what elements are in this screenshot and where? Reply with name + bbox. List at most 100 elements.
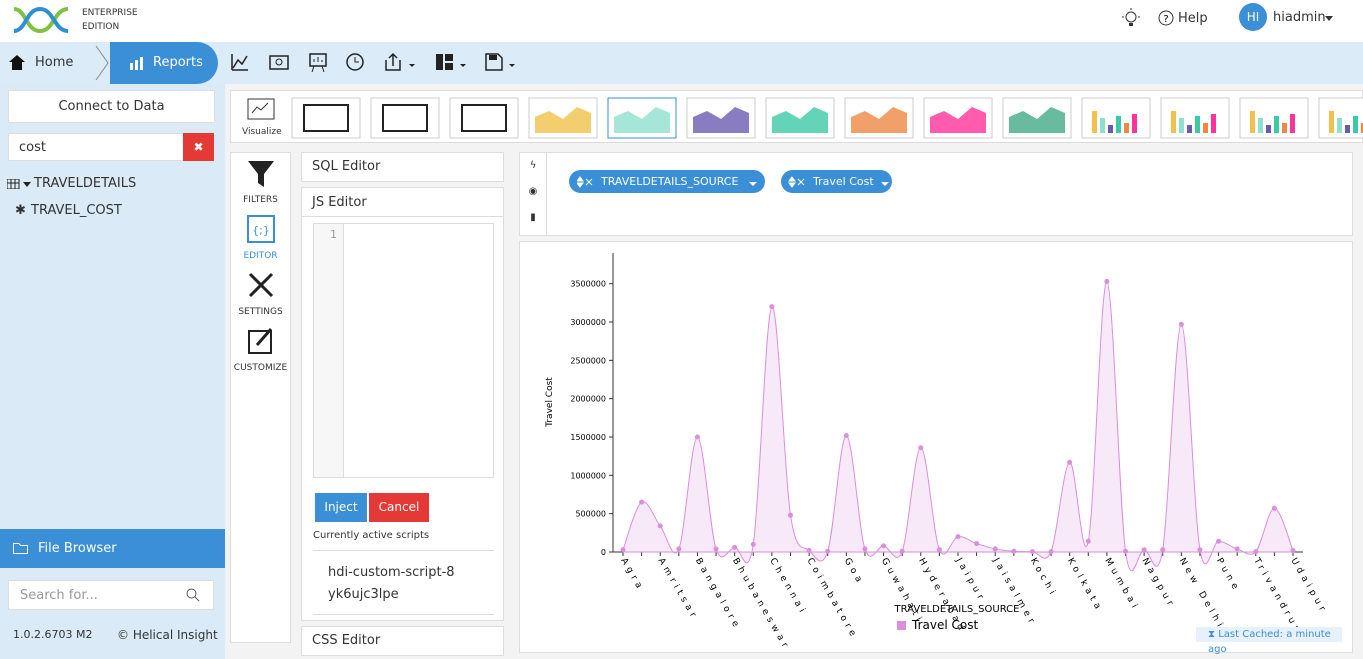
visualization-strip: Visualize — [230, 90, 1363, 143]
data-point — [974, 541, 980, 547]
pill-dimension[interactable]: TRAVELDETAILS_SOURCE — [569, 170, 765, 193]
data-point — [1029, 549, 1035, 555]
folder-icon — [13, 543, 28, 554]
avatar[interactable]: HI — [1239, 3, 1267, 31]
editor-icon: {;} — [247, 215, 275, 243]
x-tick-label: Amritsar — [656, 557, 700, 623]
search-input[interactable]: cost — [8, 133, 184, 161]
data-point — [639, 499, 645, 505]
x-tick-label: Kochi — [1028, 557, 1059, 600]
thumb-art — [1124, 123, 1129, 133]
x-tick-label: Jaipur — [953, 556, 987, 605]
chart-thumbnails[interactable] — [291, 97, 1363, 139]
thumb-art — [1179, 118, 1184, 133]
tab-settings[interactable]: SETTINGS — [238, 307, 283, 317]
x-tick-label: Guwahati — [879, 557, 925, 627]
thumb-art — [1266, 125, 1271, 133]
js-editor-panel: JS Editor 1 Inject Cancel Currently acti… — [301, 187, 504, 621]
y-tick-label: 3000000 — [570, 318, 606, 327]
customize-icon — [248, 328, 273, 354]
thumb-art — [461, 104, 507, 132]
tab-customize[interactable]: CUSTOMIZE — [233, 363, 288, 373]
user-menu[interactable]: hiadmin — [1273, 10, 1326, 25]
pill-icons — [577, 176, 889, 188]
thumb-art — [851, 107, 907, 133]
sql-editor-header[interactable]: SQL Editor — [301, 152, 504, 182]
x-tick-label: Udaipur — [1288, 557, 1328, 617]
tree-table[interactable]: TRAVELDETAILS — [34, 176, 137, 191]
thumb-art — [1250, 111, 1255, 133]
tab-filters[interactable]: FILTERS — [243, 195, 278, 205]
data-point — [899, 548, 905, 554]
thumb-art — [1211, 114, 1216, 133]
thumb-art — [535, 107, 591, 133]
y-axis-title: Travel Cost — [545, 377, 555, 428]
caret — [1325, 16, 1333, 21]
edition-bottom: EDITION — [82, 22, 120, 32]
legend-label: Travel Cost — [911, 618, 978, 632]
data-point — [1290, 547, 1296, 553]
home-link[interactable]: Home — [35, 55, 74, 70]
data-point — [620, 547, 626, 553]
js-editor-header[interactable]: JS Editor — [312, 195, 367, 210]
data-point — [992, 546, 998, 552]
connect-button[interactable]: Connect to Data — [8, 90, 215, 123]
field-tools[interactable]: ϟ ◉ ▮ — [520, 153, 547, 235]
visualize-label[interactable]: Visualize — [242, 127, 282, 137]
data-point — [1271, 505, 1277, 511]
thumb-art — [1337, 118, 1342, 133]
pill-label: Travel Cost — [813, 175, 874, 188]
data-point — [1178, 321, 1184, 327]
active-scripts-label: Currently active scripts — [313, 530, 430, 541]
thumb-art — [1274, 116, 1279, 133]
cancel-button[interactable]: Cancel — [369, 493, 429, 522]
y-tick-label: 2500000 — [570, 356, 606, 365]
data-point — [1048, 549, 1054, 555]
y-tick-label: 2000000 — [570, 395, 606, 404]
file-browser-bar[interactable]: File Browser — [0, 529, 225, 568]
svg-text:?: ? — [1163, 14, 1168, 25]
data-point — [806, 547, 812, 553]
tree-column[interactable]: TRAVEL_COST — [31, 203, 122, 218]
report-toolbar[interactable] — [228, 50, 528, 78]
data-point — [1253, 549, 1259, 555]
tab-editor[interactable]: EDITOR — [243, 251, 278, 261]
thumb-art — [693, 107, 749, 133]
pill-label: TRAVELDETAILS_SOURCE — [601, 175, 739, 188]
visualize-icon — [247, 98, 275, 120]
y-tick-label: 3500000 — [570, 280, 606, 289]
thumb-art — [1092, 111, 1097, 133]
edition-top: ENTERPRISE — [82, 8, 138, 18]
thumb-art — [1329, 111, 1334, 133]
y-tick-label: 0 — [601, 548, 606, 557]
data-point — [843, 432, 849, 438]
x-tick-label: Pune — [1214, 557, 1242, 595]
data-point — [1160, 547, 1166, 553]
clear-search[interactable]: ✖ — [183, 133, 214, 161]
tree-column-icon: ✱ — [15, 203, 26, 218]
table-icon — [7, 179, 31, 189]
sidebar: Connect to Data cost ✖ TRAVELDETAILS ✱ T… — [0, 84, 225, 659]
file-browser-label: File Browser — [38, 541, 117, 556]
reports-tab[interactable] — [110, 42, 218, 84]
pill-measure[interactable]: Travel Cost — [781, 170, 892, 193]
thumb-art — [382, 104, 428, 132]
help[interactable]: Help — [1178, 11, 1208, 26]
data-point — [1197, 547, 1203, 553]
help-icon[interactable]: ? — [1158, 10, 1174, 26]
cache-label: Last Cached: a minute ago — [1208, 629, 1331, 655]
inject-button[interactable]: Inject — [315, 493, 367, 522]
thumb-art — [614, 107, 670, 133]
chart: 0 500000 1000000 1500000 2000000 2500000 30000… — [545, 253, 1329, 653]
tips-icon[interactable] — [1122, 8, 1140, 28]
css-editor-header[interactable]: CSS Editor — [301, 626, 504, 656]
file-search[interactable]: Search for... — [8, 580, 214, 610]
reports-label[interactable]: Reports — [153, 55, 203, 70]
reports-icon — [130, 57, 143, 70]
script-entry[interactable]: hdi-custom-script-8yk6ujc3lpe — [328, 565, 455, 602]
thumb-art — [1187, 125, 1192, 133]
search-icon — [186, 588, 200, 602]
chart-panel: 0 500000 1000000 1500000 2000000 2500000 30000… — [519, 241, 1353, 655]
data-point — [657, 523, 663, 529]
